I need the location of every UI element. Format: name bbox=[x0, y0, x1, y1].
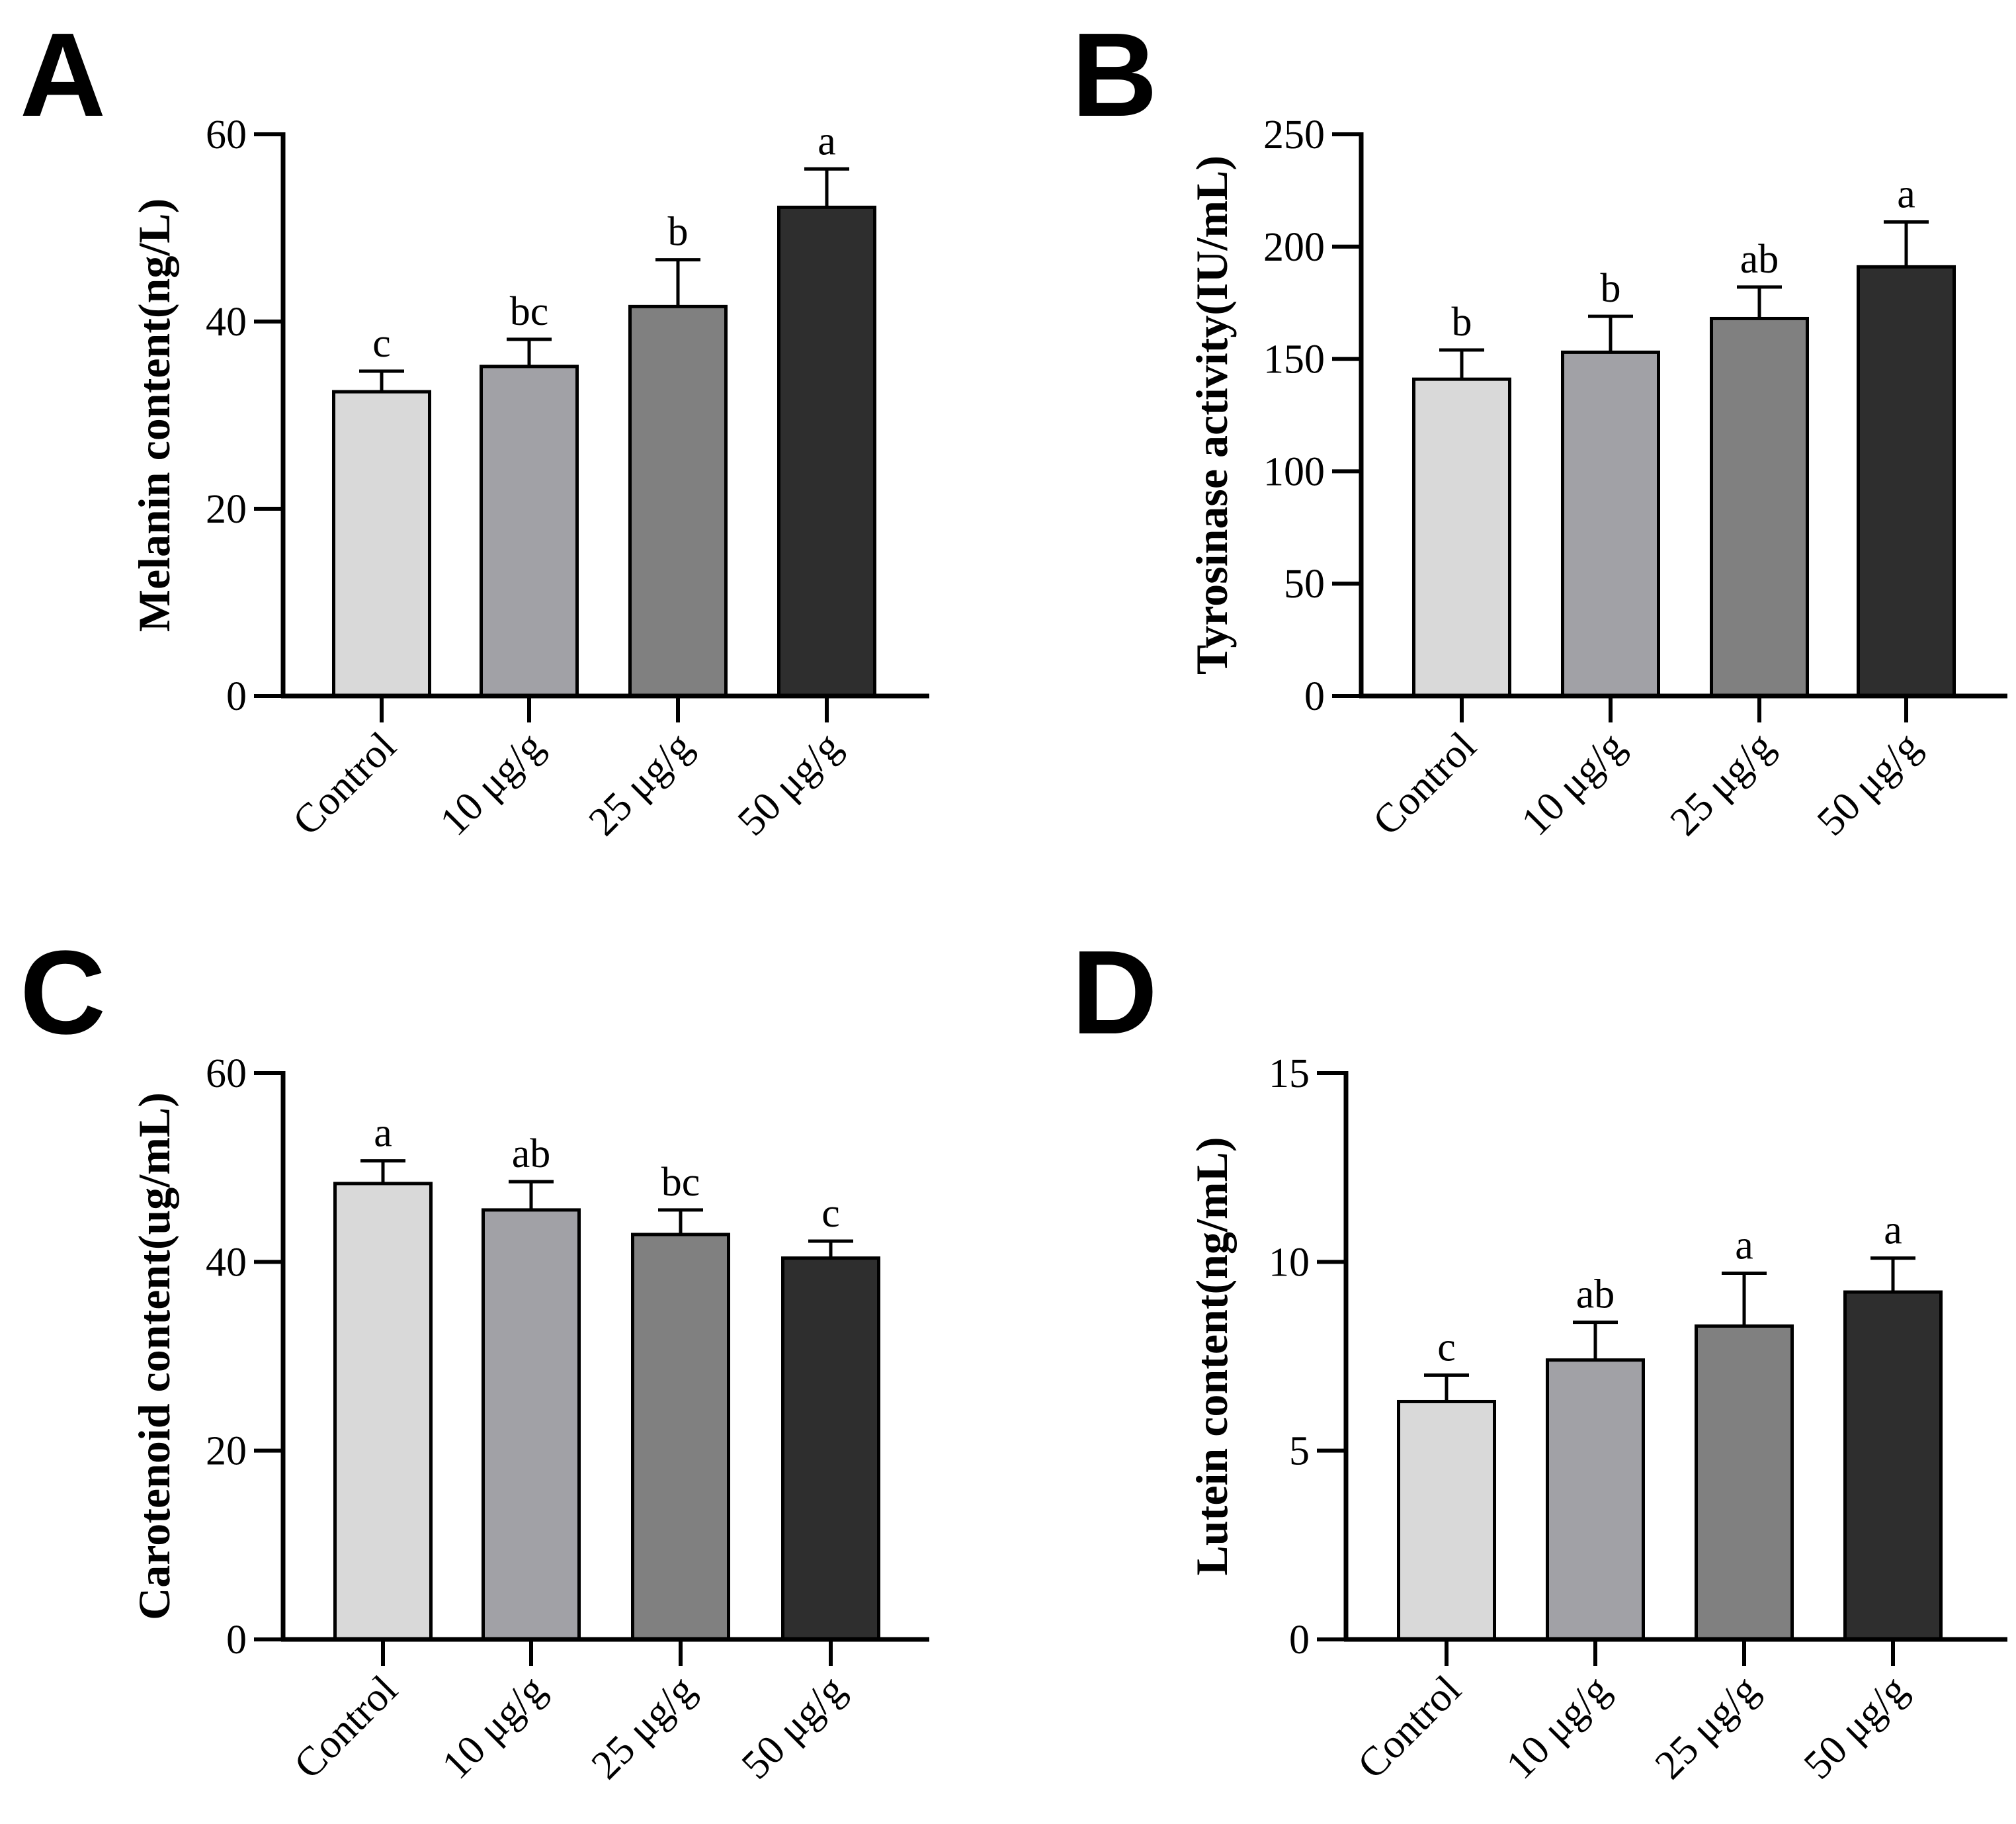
y-tick-label: 60 bbox=[206, 1051, 247, 1096]
bar bbox=[1397, 1399, 1496, 1641]
significance-label: b bbox=[1452, 300, 1472, 345]
bar bbox=[628, 304, 728, 698]
significance-label: ab bbox=[1740, 237, 1779, 282]
bar bbox=[1561, 350, 1660, 698]
bar bbox=[1695, 1324, 1794, 1641]
bar bbox=[631, 1233, 730, 1641]
y-tick-label: 200 bbox=[1263, 225, 1325, 270]
y-tick-label: 0 bbox=[226, 674, 247, 719]
y-tick-label: 250 bbox=[1263, 112, 1325, 157]
significance-label: b bbox=[1601, 266, 1621, 311]
significance-label: a bbox=[1897, 171, 1915, 216]
y-tick-label: 20 bbox=[206, 487, 247, 532]
significance-label: b bbox=[668, 210, 689, 255]
bar bbox=[333, 1182, 433, 1641]
y-tick-label: 0 bbox=[1289, 1618, 1310, 1663]
significance-label: a bbox=[1884, 1208, 1902, 1253]
y-axis-title: Carotenoid content(ug/mL) bbox=[129, 1092, 179, 1620]
panel-letter: D bbox=[1071, 926, 1157, 1059]
y-axis-title: Lutein content(ng/mL) bbox=[1187, 1137, 1237, 1576]
bar bbox=[1546, 1358, 1645, 1641]
significance-label: a bbox=[1735, 1223, 1753, 1268]
y-tick-label: 40 bbox=[206, 1240, 247, 1285]
panel-letter: C bbox=[20, 926, 106, 1059]
bar bbox=[482, 1208, 581, 1641]
y-tick-label: 100 bbox=[1263, 449, 1325, 494]
significance-label: bc bbox=[510, 289, 549, 334]
significance-label: bc bbox=[661, 1160, 700, 1205]
y-tick-label: 15 bbox=[1269, 1051, 1310, 1096]
bar bbox=[332, 390, 431, 698]
significance-label: a bbox=[374, 1111, 392, 1156]
significance-label: c bbox=[821, 1191, 840, 1236]
bar bbox=[777, 205, 876, 698]
bar bbox=[480, 365, 579, 698]
y-tick-label: 150 bbox=[1263, 337, 1325, 382]
bar bbox=[1857, 265, 1956, 698]
y-tick-label: 40 bbox=[206, 300, 247, 345]
panel-letter: B bbox=[1071, 9, 1157, 142]
significance-label: ab bbox=[512, 1131, 551, 1176]
significance-label: c bbox=[372, 321, 391, 366]
panel-letter: A bbox=[20, 9, 106, 142]
y-tick-label: 0 bbox=[226, 1618, 247, 1663]
significance-label: c bbox=[1437, 1325, 1456, 1370]
y-tick-label: 5 bbox=[1289, 1429, 1310, 1474]
y-tick-label: 20 bbox=[206, 1429, 247, 1474]
y-axis-title: Tyrosinase activity(IU/mL) bbox=[1187, 155, 1237, 675]
significance-label: a bbox=[818, 118, 836, 163]
significance-label: ab bbox=[1576, 1272, 1615, 1317]
y-tick-label: 10 bbox=[1269, 1240, 1310, 1285]
bar bbox=[1843, 1290, 1943, 1641]
y-tick-label: 60 bbox=[206, 112, 247, 157]
bar bbox=[1412, 377, 1511, 698]
bar bbox=[781, 1256, 880, 1641]
y-axis-title: Melanin content(ng/L) bbox=[129, 198, 179, 632]
y-tick-label: 0 bbox=[1304, 674, 1325, 719]
y-tick-label: 50 bbox=[1284, 562, 1325, 607]
bar bbox=[1710, 316, 1809, 698]
